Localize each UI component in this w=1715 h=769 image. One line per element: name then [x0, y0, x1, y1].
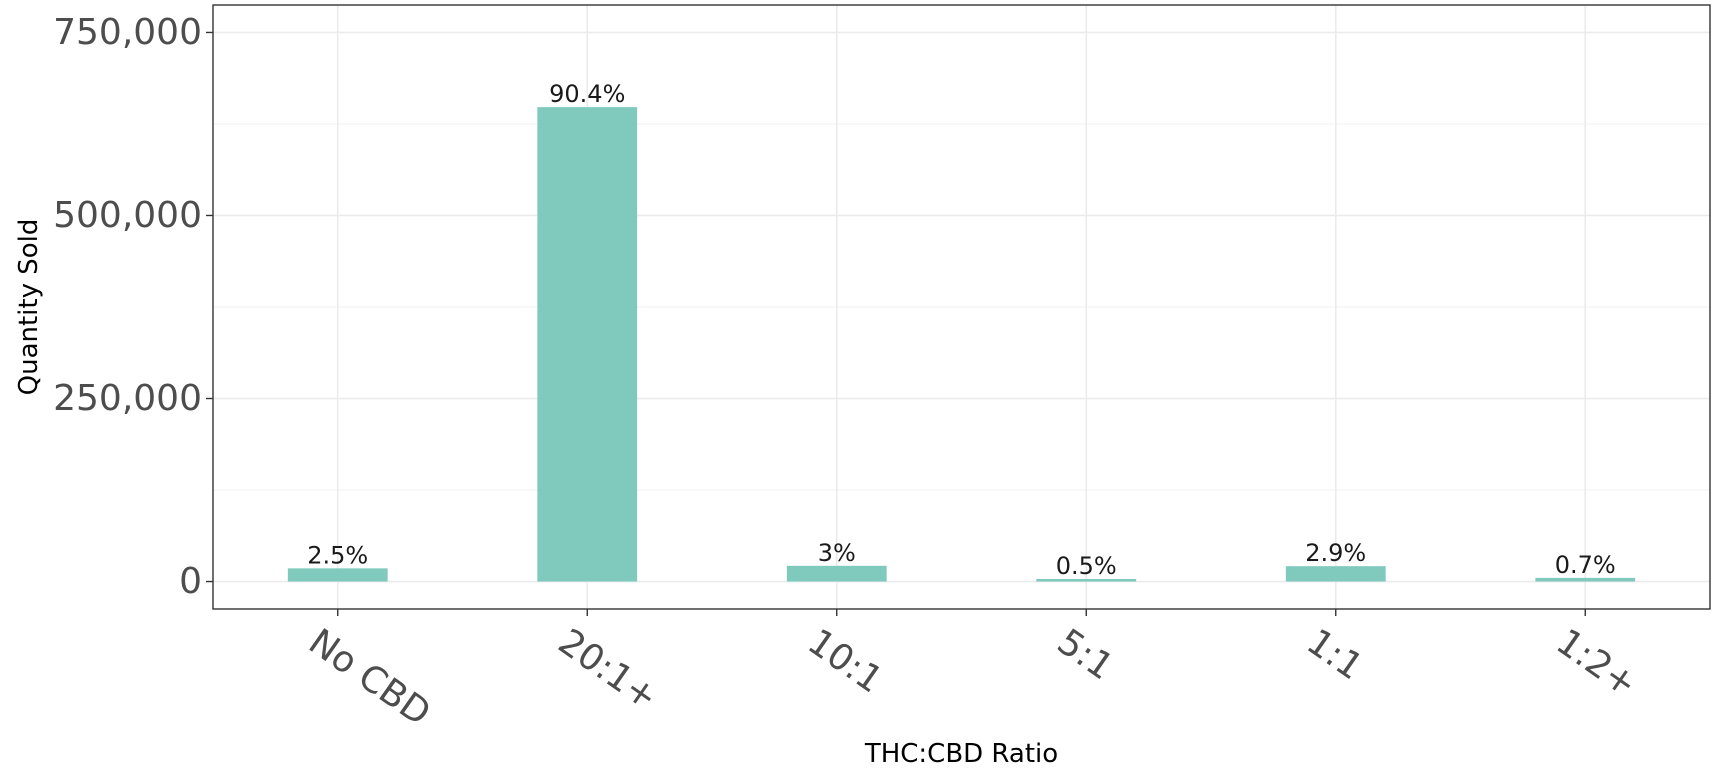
bar-5-1 [1036, 578, 1137, 582]
data-label: 2.5% [307, 541, 368, 569]
gridlines [213, 5, 1710, 609]
bar-1-1 [1285, 566, 1386, 582]
bars [287, 107, 1636, 582]
data-labels: 2.5% 90.4% 3% 0.5% 2.9% 0.7% [307, 80, 1615, 580]
bar-20-1- [537, 107, 638, 582]
data-label: 90.4% [549, 80, 625, 108]
data-label: 0.7% [1555, 551, 1616, 579]
y-tick-label: 750,000 [53, 12, 202, 53]
y-tick-label: 500,000 [53, 195, 202, 236]
bar-no-cbd [287, 568, 388, 582]
y-tick-label: 0 [179, 561, 202, 602]
data-label: 0.5% [1056, 552, 1117, 580]
data-label: 2.9% [1305, 539, 1366, 567]
bar-10-1 [786, 565, 887, 582]
plot-panel-border [212, 4, 1711, 610]
bar-1-2- [1535, 577, 1636, 582]
y-tick-label: 250,000 [53, 378, 202, 419]
x-axis-title: THC:CBD Ratio [864, 739, 1058, 769]
data-label: 3% [818, 539, 856, 567]
y-axis-title: Quantity Sold [14, 219, 44, 396]
